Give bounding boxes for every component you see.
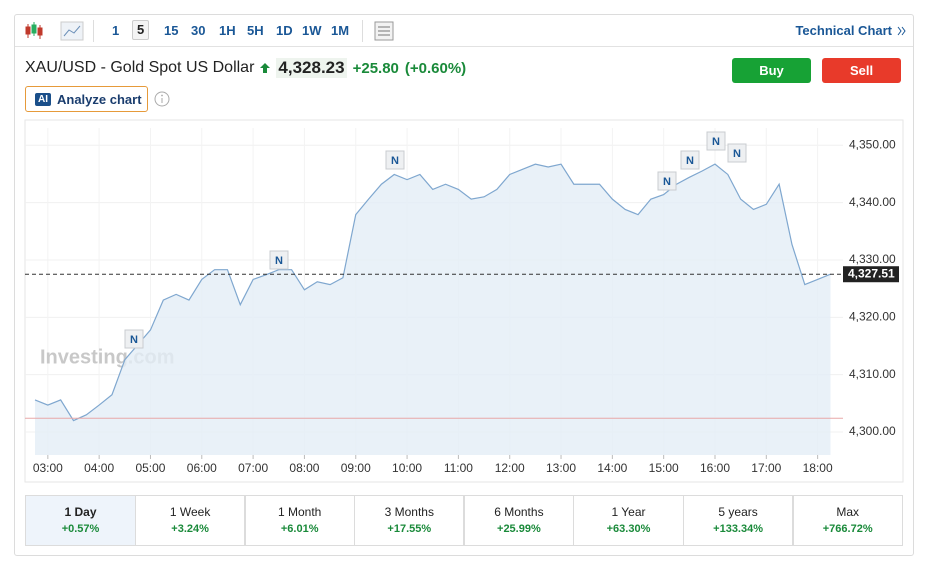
change-pct: (+0.60%) <box>404 59 467 77</box>
news-marker <box>269 250 289 270</box>
period-tab[interactable]: 6 Months +25.99% <box>463 495 575 546</box>
info-icon[interactable] <box>154 91 170 107</box>
period-change: +63.30% <box>606 523 651 535</box>
news-marker <box>385 150 405 170</box>
news-marker <box>680 150 700 170</box>
x-tick-label: 05:00 <box>135 461 165 475</box>
up-arrow <box>260 63 271 73</box>
interval[interactable]: 1D <box>276 23 293 38</box>
change: +25.80 <box>352 59 399 77</box>
period-tab[interactable]: 1 Week +3.24% <box>134 495 246 546</box>
divider <box>362 20 363 42</box>
news-marker <box>706 131 726 151</box>
x-tick-label: 16:00 <box>700 461 730 475</box>
x-tick-label: 17:00 <box>751 461 781 475</box>
analyze-button[interactable]: AI Analyze chart <box>25 86 148 112</box>
period-label: 1 Year <box>611 505 646 519</box>
period-tab[interactable]: 5 years +133.34% <box>682 495 794 546</box>
quote-row: XAU/USD - Gold Spot US Dollar 4,328.23 +… <box>25 58 466 78</box>
period-label: 1 Month <box>278 505 322 519</box>
period-label: 1 Week <box>169 505 211 519</box>
y-tick-label: 4,340.00 <box>849 195 896 209</box>
x-tick-label: 18:00 <box>803 461 833 475</box>
x-tick-label: 11:00 <box>444 461 473 475</box>
news-marker <box>727 143 747 163</box>
period-change: +0.57% <box>61 523 100 535</box>
y-tick-label: 4,350.00 <box>849 137 896 151</box>
price-tag-label: 4,327.51 <box>848 266 895 280</box>
interval[interactable]: 15 <box>164 23 179 38</box>
period-tab[interactable]: 1 Month +6.01% <box>244 495 356 546</box>
x-tick-label: 03:00 <box>33 461 63 475</box>
x-tick-label: 09:00 <box>341 461 371 475</box>
x-tick-label: 14:00 <box>597 461 627 475</box>
x-tick-label: 12:00 <box>495 461 525 475</box>
period-tab[interactable]: 3 Months +17.55% <box>353 495 465 546</box>
layout-icon[interactable] <box>374 21 394 41</box>
news-marker-label: N <box>686 155 694 167</box>
area <box>35 164 831 456</box>
y-tick-label: 4,310.00 <box>849 367 896 381</box>
period-change: +3.24% <box>171 523 209 535</box>
x-tick-label: 15:00 <box>649 461 679 475</box>
period-label: 6 Months <box>494 505 544 519</box>
period-tab[interactable]: 1 Year +63.30% <box>573 495 684 546</box>
period-label: 5 years <box>718 505 758 519</box>
technical-chart[interactable]: Technical Chart <box>795 23 892 38</box>
sell-button[interactable]: Sell <box>822 58 901 83</box>
y-tick-label: 4,320.00 <box>849 309 896 323</box>
price: 4,328.23 <box>276 58 347 78</box>
news-marker <box>657 171 677 191</box>
period-change: +17.55% <box>387 523 432 535</box>
period-change: +133.34% <box>713 523 764 535</box>
symbol: XAU/USD - Gold Spot US Dollar <box>25 59 255 76</box>
interval[interactable]: 5H <box>247 23 264 38</box>
x-tick-label: 04:00 <box>84 461 114 475</box>
ai-badge: AI <box>35 92 51 106</box>
x-tick-label: 10:00 <box>392 461 422 475</box>
news-marker-label: N <box>130 334 138 346</box>
analyze-label: Analyze chart <box>57 91 142 107</box>
period-label: 1 Day <box>64 505 97 519</box>
interval[interactable]: 1M <box>331 23 350 38</box>
period-change: +6.01% <box>280 523 319 535</box>
divider <box>15 46 913 47</box>
period-tab[interactable]: Max +766.72% <box>792 495 904 546</box>
interval[interactable]: 5 <box>132 20 150 40</box>
period-change: +766.72% <box>822 523 873 535</box>
y-tick-label: 4,300.00 <box>849 424 896 438</box>
news-marker-label: N <box>712 136 720 148</box>
period-label: Max <box>836 505 860 519</box>
x-tick-label: 07:00 <box>238 461 268 475</box>
interval[interactable]: 1W <box>302 23 322 38</box>
news-marker-label: N <box>663 176 671 188</box>
plot-border <box>24 119 904 483</box>
news-marker <box>124 329 144 349</box>
x-tick-label: 08:00 <box>289 461 319 475</box>
chevron <box>897 26 906 36</box>
news-marker-label: N <box>275 255 283 267</box>
interval[interactable]: 30 <box>191 23 206 38</box>
divider <box>93 20 94 42</box>
buy-button[interactable]: Buy <box>732 58 811 83</box>
interval[interactable]: 1 <box>112 23 120 38</box>
period-change: +25.99% <box>497 523 541 535</box>
y-tick-label: 4,330.00 <box>849 252 896 266</box>
interval[interactable]: 1H <box>219 23 236 38</box>
toolbar-icons[interactable] <box>24 20 84 42</box>
price-tag <box>843 266 899 283</box>
period-label: 3 Months <box>384 505 434 519</box>
line <box>34 163 831 422</box>
news-marker-label: N <box>391 155 399 167</box>
frame <box>14 14 914 556</box>
news-marker-label: N <box>733 148 741 160</box>
x-tick-label: 06:00 <box>187 461 217 475</box>
x-tick-label: 13:00 <box>546 461 576 475</box>
period-tab[interactable]: 1 Day +0.57% <box>25 495 136 546</box>
